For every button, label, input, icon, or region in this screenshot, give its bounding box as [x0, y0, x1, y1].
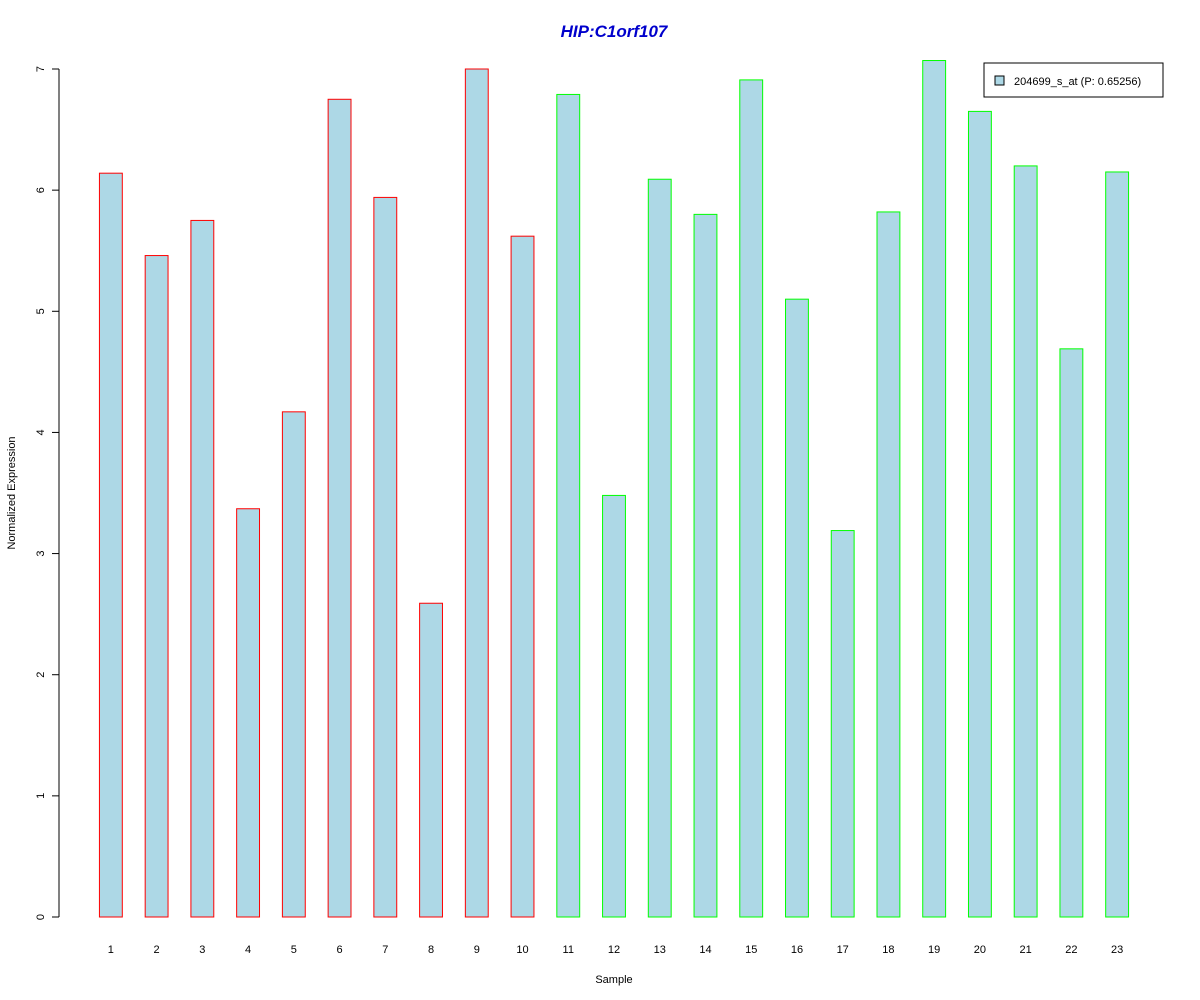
bar-sample-13 — [647, 178, 672, 918]
bar-sample-16 — [785, 298, 809, 918]
x-tick-label: 10 — [516, 944, 528, 956]
chart-title: HIP:C1orf107 — [561, 22, 669, 41]
x-tick-label: 6 — [337, 944, 343, 956]
bar-sample-20 — [967, 110, 992, 918]
x-tick-labels: 1 2 3 4 5 6 7 8 9 10 11 12 13 14 15 16 17 18 19 20 21 22 23 — [108, 944, 1123, 956]
bar-sample-17 — [830, 530, 855, 918]
y-tick-label: 2 — [35, 672, 47, 678]
x-tick-label: 4 — [245, 944, 251, 956]
y-tick-label: 4 — [35, 429, 47, 435]
x-tick-label: 18 — [882, 944, 894, 956]
x-tick-label: 8 — [428, 944, 434, 956]
y-ticks: 0 1 2 3 4 5 6 7 — [35, 66, 59, 920]
bar-sample-14 — [693, 213, 718, 918]
x-tick-label: 5 — [291, 944, 297, 956]
bar-sample-8 — [419, 602, 443, 918]
x-tick-label: 2 — [154, 944, 160, 956]
bar-sample-6 — [327, 98, 352, 918]
x-tick-label: 9 — [474, 944, 480, 956]
bar-sample-11 — [556, 93, 581, 918]
y-axis-label: Normalized Expression — [6, 436, 18, 549]
bar-sample-15 — [739, 79, 764, 918]
bar-sample-3 — [190, 219, 215, 918]
bar-sample-12 — [602, 494, 626, 918]
x-tick-label: 3 — [199, 944, 205, 956]
legend-label: 204699_s_at (P: 0.65256) — [1014, 76, 1141, 88]
bar-sample-10 — [510, 235, 535, 918]
bar-sample-23 — [1105, 171, 1130, 918]
bar-sample-21 — [1013, 165, 1038, 918]
y-tick-label: 1 — [35, 793, 47, 799]
legend-swatch — [994, 75, 1005, 86]
x-tick-label: 21 — [1020, 944, 1032, 956]
bar-sample-5 — [281, 411, 306, 918]
y-tick-label: 7 — [35, 66, 47, 72]
x-tick-label: 7 — [382, 944, 388, 956]
x-tick-label: 16 — [791, 944, 803, 956]
x-tick-label: 12 — [608, 944, 620, 956]
x-tick-label: 13 — [654, 944, 666, 956]
x-tick-label: 19 — [928, 944, 940, 956]
x-tick-label: 23 — [1111, 944, 1123, 956]
legend: 204699_s_at (P: 0.65256) — [983, 62, 1164, 98]
bar-sample-2 — [144, 255, 169, 918]
x-tick-label: 15 — [745, 944, 757, 956]
y-tick-label: 6 — [35, 187, 47, 193]
bars-group — [98, 60, 1130, 918]
y-tick-label: 3 — [35, 551, 47, 557]
bar-sample-18 — [876, 211, 901, 918]
y-tick-label: 0 — [35, 914, 47, 920]
legend-box — [983, 62, 1164, 98]
x-tick-label: 20 — [974, 944, 986, 956]
x-tick-label: 11 — [563, 944, 574, 956]
x-tick-label: 14 — [699, 944, 711, 956]
y-tick-label: 5 — [35, 308, 47, 314]
x-tick-label: 1 — [108, 944, 114, 956]
bar-sample-19 — [922, 60, 947, 918]
bar-sample-7 — [373, 196, 398, 918]
bar-sample-4 — [236, 508, 261, 918]
x-axis-label: Sample — [595, 974, 632, 986]
x-tick-label: 22 — [1065, 944, 1077, 956]
bar-sample-1 — [98, 172, 123, 918]
bar-sample-22 — [1059, 348, 1084, 918]
bar-sample-9 — [464, 68, 489, 918]
x-tick-label: 17 — [837, 944, 849, 956]
